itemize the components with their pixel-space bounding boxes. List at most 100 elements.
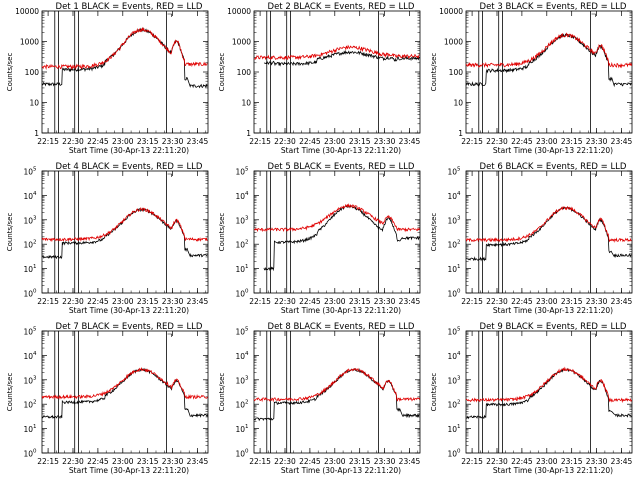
x-tick-label: 22:15 [249, 137, 271, 146]
y-tick-exponent: 2 [457, 400, 461, 406]
y-tick-label: 10 [235, 241, 245, 250]
y-tick-exponent: 2 [245, 240, 249, 246]
plot-frame [253, 170, 421, 294]
y-tick-exponent: 4 [245, 351, 249, 357]
y-tick-label: 10 [29, 99, 39, 108]
x-axis-label: Start Time (30-Apr-13 22:11:20) [493, 466, 613, 475]
series-line-events [41, 367, 208, 419]
plot-frame [41, 330, 209, 454]
y-tick-exponent: 1 [33, 424, 37, 430]
series-line-events [263, 49, 420, 67]
x-tick-label: 22:45 [511, 457, 533, 466]
x-tick-label: 23:15 [349, 297, 371, 306]
y-tick-label: 10 [447, 216, 457, 225]
y-tick-label: 10000 [227, 7, 251, 16]
y-axis-label: Counts/sec [430, 53, 438, 92]
x-tick-label: 23:15 [137, 137, 159, 146]
chart-panel-1: Det 1 BLACK = Events, RED = LLD 1 10 100 100… [6, 2, 209, 155]
plot-frame [41, 170, 209, 294]
x-tick-label: 23:45 [611, 297, 633, 306]
series-line-events [41, 207, 208, 260]
y-tick-label: 10 [241, 99, 251, 108]
x-tick-label: 22:45 [87, 137, 109, 146]
series-line-lld [465, 32, 632, 69]
y-tick-exponent: 0 [33, 289, 37, 295]
time-marker-flag [591, 173, 596, 177]
x-tick-label: 23:15 [349, 457, 371, 466]
y-tick-label: 10 [447, 450, 457, 459]
x-tick-label: 23:15 [561, 297, 583, 306]
x-tick-label: 22:45 [87, 297, 109, 306]
series-line-lld [253, 44, 420, 61]
time-marker-flag [379, 173, 384, 177]
chart-title: Det 8 BLACK = Events, RED = LLD [268, 322, 415, 332]
y-tick-label: 10 [447, 376, 457, 385]
y-tick-exponent: 5 [457, 327, 461, 333]
x-tick-label: 23:00 [112, 457, 134, 466]
x-tick-label: 22:45 [87, 457, 109, 466]
series-line-lld [465, 206, 632, 243]
y-tick-label: 10 [235, 376, 245, 385]
y-tick-exponent: 5 [457, 167, 461, 173]
x-tick-label: 23:15 [561, 457, 583, 466]
x-tick-label: 23:00 [324, 137, 346, 146]
series-line-lld [41, 366, 208, 400]
time-marker-flag [379, 13, 384, 17]
y-tick-label: 10 [235, 425, 245, 434]
x-tick-label: 22:15 [37, 457, 59, 466]
y-tick-exponent: 4 [457, 351, 461, 357]
x-tick-label: 23:30 [586, 457, 608, 466]
x-tick-label: 23:00 [112, 137, 134, 146]
plot-frame [253, 10, 421, 134]
x-axis-label: Start Time (30-Apr-13 22:11:20) [493, 146, 613, 155]
time-marker-flag [591, 13, 596, 17]
y-tick-label: 10000 [15, 7, 39, 16]
x-tick-label: 22:30 [486, 297, 508, 306]
y-tick-exponent: 0 [457, 449, 461, 455]
y-axis-label: Counts/sec [430, 373, 438, 412]
time-marker-flag [167, 13, 172, 17]
x-tick-label: 22:15 [37, 297, 59, 306]
y-tick-exponent: 5 [245, 327, 249, 333]
series-line-events [465, 367, 632, 420]
plot-frame [41, 10, 209, 134]
y-axis-label: Counts/sec [430, 213, 438, 252]
y-tick-exponent: 0 [33, 449, 37, 455]
x-tick-label: 23:00 [112, 297, 134, 306]
y-tick-label: 10 [235, 265, 245, 274]
series-line-lld [465, 366, 632, 404]
y-tick-label: 100 [237, 68, 252, 77]
y-tick-label: 10 [23, 328, 33, 337]
y-tick-exponent: 3 [33, 215, 37, 221]
y-tick-exponent: 3 [33, 375, 37, 381]
y-tick-label: 10 [447, 241, 457, 250]
y-tick-label: 10 [447, 328, 457, 337]
x-tick-label: 23:30 [162, 137, 184, 146]
y-tick-exponent: 4 [33, 191, 37, 197]
x-tick-label: 23:15 [137, 297, 159, 306]
y-tick-label: 10 [447, 401, 457, 410]
x-tick-label: 23:30 [374, 137, 396, 146]
chart-title: Det 7 BLACK = Events, RED = LLD [56, 322, 203, 332]
y-tick-label: 10 [235, 352, 245, 361]
series-line-lld [41, 26, 208, 70]
x-tick-label: 22:15 [461, 297, 483, 306]
y-tick-label: 10 [447, 168, 457, 177]
y-tick-label: 10 [23, 401, 33, 410]
y-tick-exponent: 1 [245, 264, 249, 270]
time-marker-flag [379, 333, 384, 337]
x-tick-label: 23:30 [586, 297, 608, 306]
x-tick-label: 22:30 [274, 297, 296, 306]
x-tick-label: 23:00 [536, 297, 558, 306]
x-tick-label: 23:15 [349, 137, 371, 146]
chart-title: Det 5 BLACK = Events, RED = LLD [268, 162, 415, 172]
x-axis-label: Start Time (30-Apr-13 22:11:20) [69, 306, 189, 315]
plot-frame [465, 330, 633, 454]
y-tick-label: 10 [23, 450, 33, 459]
series-line-lld [253, 367, 420, 403]
x-axis-label: Start Time (30-Apr-13 22:11:20) [69, 466, 189, 475]
x-tick-label: 23:00 [324, 457, 346, 466]
series-line-events [465, 33, 632, 88]
